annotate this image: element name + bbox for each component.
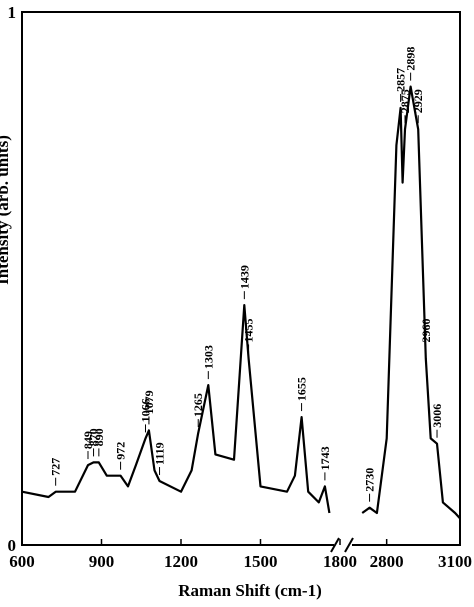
peak-label: 1303	[201, 345, 215, 369]
peak-label: 2730	[363, 468, 377, 492]
peak-label: 1439	[237, 265, 251, 289]
spectrum-line-segment-1	[21, 304, 331, 514]
peak-label: 2857	[394, 68, 408, 92]
y-tick-label: 0	[8, 536, 17, 555]
peak-label: 3006	[430, 404, 444, 428]
plot-frame	[21, 11, 461, 553]
x-tick-label: 1800	[323, 552, 357, 571]
peak-label: 1079	[142, 390, 156, 414]
axis-break-mark-left	[330, 537, 340, 553]
x-tick-label: 2800	[370, 552, 404, 571]
axis-ticks: 600 900 1200 1500 1800 2800 3100 0 1	[8, 3, 473, 571]
peak-label: 2960	[419, 319, 433, 343]
peak-label: 727	[49, 458, 63, 476]
peak-label: 2898	[404, 47, 418, 71]
x-tick-label: 1500	[244, 552, 278, 571]
plot-border	[21, 11, 461, 546]
spectrum-line-segment-2	[361, 85, 461, 520]
peak-label: 1655	[295, 377, 309, 401]
spectrum-curves	[21, 85, 461, 520]
x-tick-label: 900	[89, 552, 115, 571]
peak-label: 1265	[191, 393, 205, 417]
peak-label: 890	[92, 428, 106, 446]
peak-label: 2875	[398, 89, 412, 113]
peak-label: 1743	[318, 446, 332, 470]
peak-label: 972	[114, 442, 128, 460]
x-tick-label: 1200	[164, 552, 198, 571]
peak-label: 1455	[242, 319, 256, 343]
peak-label: 2929	[411, 89, 425, 113]
x-tick-label: 3100	[438, 552, 472, 571]
x-tick-label: 600	[9, 552, 35, 571]
peak-label: 1066	[139, 398, 153, 422]
peak-label: 849	[81, 431, 95, 449]
x-axis-title: Raman Shift (cm-1)	[178, 581, 322, 600]
y-tick-label: 1	[8, 3, 17, 22]
axis-break-mark-right	[344, 537, 354, 553]
y-axis-title: Intensity (arb. units)	[0, 135, 12, 285]
peak-label: 870	[87, 428, 101, 446]
peak-label: 1119	[153, 442, 167, 465]
